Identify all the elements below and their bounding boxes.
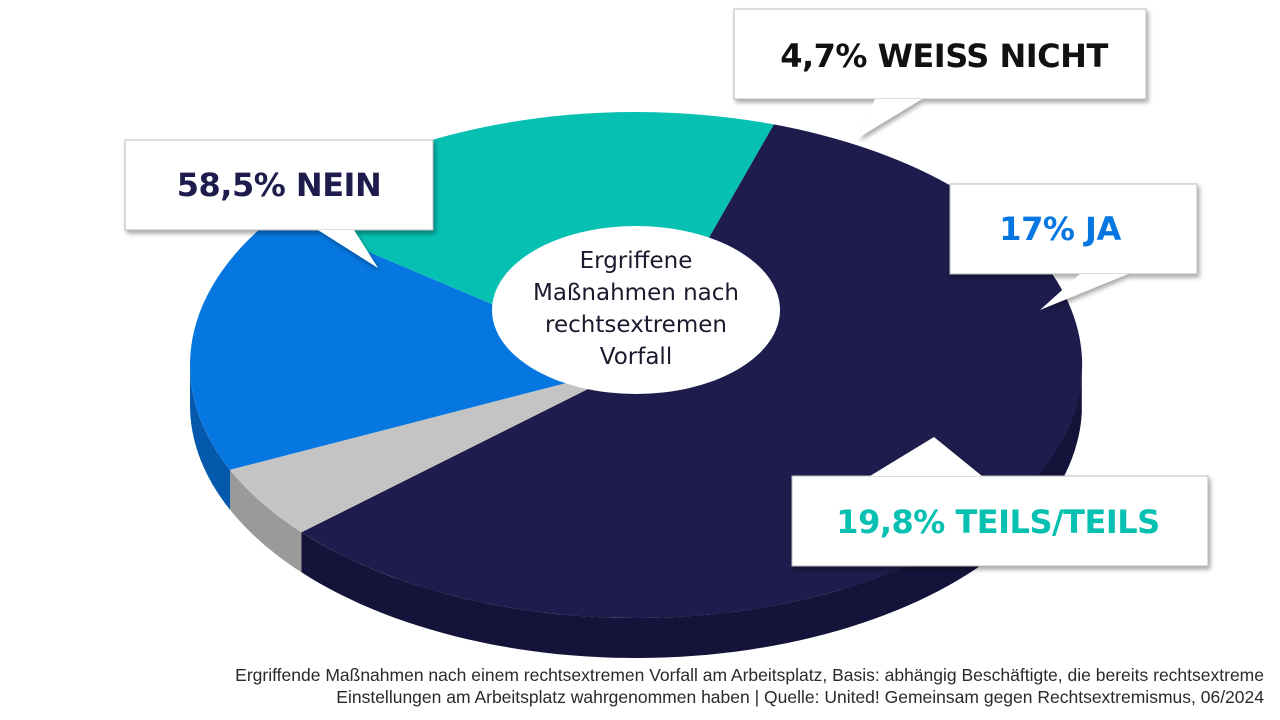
caption-line: Einstellungen am Arbeitsplatz wahrgenomm… xyxy=(336,687,1264,707)
center-title-group: Ergriffene Maßnahmen nach rechtsextremen… xyxy=(492,226,780,394)
source-caption: Ergriffende Maßnahmen nach einem rechtse… xyxy=(24,664,1264,708)
pie-slice-weiss-nicht xyxy=(230,365,636,533)
callout-label: 58,5% NEIN xyxy=(177,166,381,204)
callout-tail xyxy=(1040,274,1128,310)
caption-line: Ergriffende Maßnahmen nach einem rechtse… xyxy=(235,665,1264,685)
center-title-line: rechtsextremen xyxy=(545,312,727,338)
callout-label: 19,8% TEILS/TEILS xyxy=(836,503,1159,541)
pie-slice-ja xyxy=(190,213,636,470)
pie-side-ja xyxy=(190,365,231,510)
callout-box xyxy=(733,8,1147,100)
callout-label: 17% JA xyxy=(999,210,1121,248)
callout-label: 4,7% WEISS NICHT xyxy=(780,37,1108,75)
callout-box xyxy=(124,139,434,231)
center-title-line: Vorfall xyxy=(600,344,672,370)
callout-tail xyxy=(318,230,378,268)
callout-box xyxy=(791,475,1209,567)
callout-4 xyxy=(791,437,1209,567)
center-title-line: Maßnahmen nach xyxy=(533,280,739,306)
callout-box xyxy=(949,183,1198,275)
callout-tail xyxy=(870,437,982,476)
callout-tail xyxy=(858,99,922,138)
callout-1 xyxy=(124,139,434,268)
callout-2 xyxy=(733,8,1147,138)
pie-side-weiss-nicht xyxy=(230,469,302,573)
center-title-line: Ergriffene xyxy=(580,248,693,274)
callout-3 xyxy=(949,183,1198,310)
callout-layer: 58,5% NEIN 4,7% WEISS NICHT 17% JA 19,8% TE… xyxy=(124,8,1209,567)
pie-side-nein xyxy=(301,372,1082,658)
center-title-ellipse xyxy=(492,226,780,394)
